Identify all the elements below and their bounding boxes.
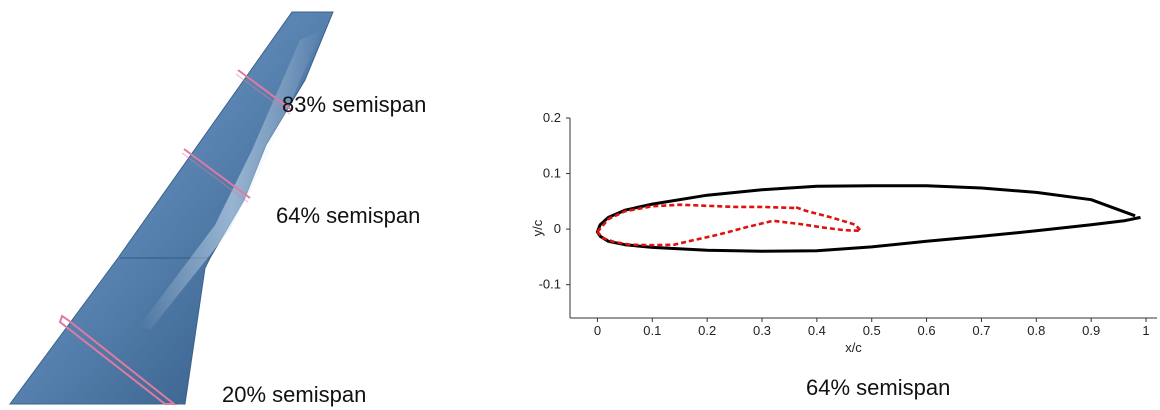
label-20-semispan: 20% semispan (222, 382, 367, 407)
x-tick-label: 0 (594, 323, 601, 338)
airfoil-profile-line (595, 184, 1141, 253)
x-tick-label: 1 (1142, 323, 1149, 338)
x-tick-label: 0.7 (972, 323, 990, 338)
y-axis-label: y/c (530, 219, 545, 236)
x-tick-label: 0.4 (808, 323, 826, 338)
x-tick-label: 0.8 (1027, 323, 1045, 338)
x-tick-label: 0.2 (698, 323, 716, 338)
x-tick-label: 0.9 (1082, 323, 1100, 338)
y-tick-label: 0.2 (543, 110, 561, 125)
airfoil-dashed-line (596, 203, 863, 247)
x-tick-label: 0.1 (643, 323, 661, 338)
y-tick-label: 0.1 (543, 166, 561, 181)
wing-planform (9, 11, 334, 405)
x-tick-label: 0.3 (753, 323, 771, 338)
x-axis-label: x/c (845, 340, 862, 355)
section-cut-20 (58, 314, 177, 405)
plot-curves (595, 184, 1141, 253)
wing-highlight (140, 30, 322, 330)
section-cut-83 (235, 69, 293, 115)
x-tick-label: 0.5 (863, 323, 881, 338)
y-tick-label: 0 (554, 221, 561, 236)
label-83-semispan: 83% semispan (282, 92, 427, 117)
plot-caption: 64% semispan (806, 375, 951, 400)
plot-ticks: 0 0.1 0.2 0.3 0.4 0.5 0.6 0.7 0.8 0.9 1 0.2 0.1 0 -0.1 (539, 110, 1150, 338)
wing-render (9, 11, 334, 405)
airfoil-section-plot: 0 0.1 0.2 0.3 0.4 0.5 0.6 0.7 0.8 0.9 1 0.2 0.1 0 -0.1… (530, 110, 1157, 355)
x-tick-label: 0.6 (918, 323, 936, 338)
section-cut-64 (181, 148, 251, 203)
y-tick-label: -0.1 (539, 277, 561, 292)
plot-axes (569, 118, 1157, 319)
label-64-semispan: 64% semispan (276, 203, 421, 228)
